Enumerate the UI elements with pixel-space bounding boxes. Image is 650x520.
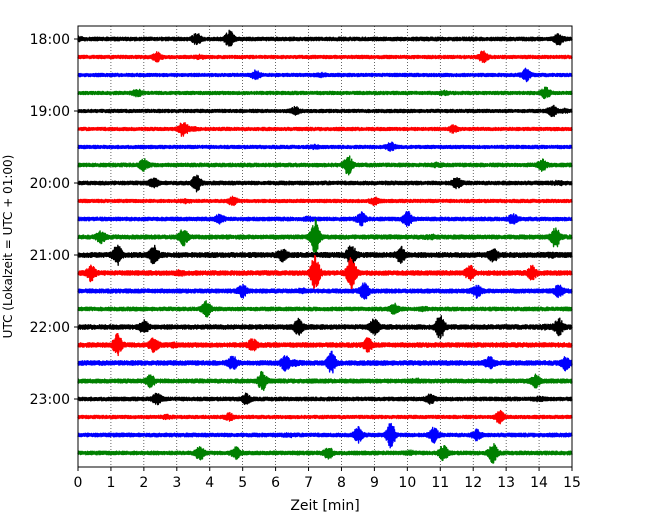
trace-1845 <box>77 86 573 100</box>
x-tick-label: 3 <box>172 475 181 491</box>
trace-2015 <box>77 195 573 207</box>
x-tick-label: 1 <box>106 475 115 491</box>
trace-2115 <box>77 254 573 291</box>
trace-1815 <box>77 50 573 64</box>
x-tick-label: 4 <box>205 475 214 491</box>
trace-2315 <box>77 409 573 425</box>
x-tick-label: 7 <box>304 475 313 491</box>
trace-2330 <box>77 422 573 449</box>
x-axis-label: Zeit [min] <box>290 498 359 514</box>
trace-2130 <box>77 282 573 300</box>
x-axis-ticks: 0 1 2 3 4 5 6 7 8 9 10 11 12 13 14 15 <box>74 467 581 491</box>
trace-2300 <box>77 392 573 406</box>
trace-2245 <box>77 370 573 392</box>
trace-2100 <box>77 244 573 266</box>
trace-2045 <box>77 218 573 254</box>
trace-1830 <box>77 67 573 83</box>
x-tick-label: 13 <box>497 475 515 491</box>
trace-1900 <box>77 104 573 118</box>
y-tick-label: 22:00 <box>30 320 70 336</box>
trace-1930 <box>77 141 573 152</box>
seismogram-traces <box>77 29 573 464</box>
y-axis-ticks: 18:00 19:00 20:00 21:00 22:00 23:00 <box>30 32 78 408</box>
trace-2000 <box>77 174 573 193</box>
x-tick-label: 6 <box>271 475 280 491</box>
x-tick-label: 8 <box>337 475 346 491</box>
x-tick-label: 0 <box>74 475 83 491</box>
y-tick-label: 18:00 <box>30 32 70 48</box>
y-tick-label: 20:00 <box>30 176 70 192</box>
x-tick-label: 12 <box>464 475 482 491</box>
x-tick-label: 15 <box>563 475 581 491</box>
x-tick-label: 14 <box>530 475 548 491</box>
y-axis-label: UTC (Lokalzeit = UTC + 01:00) <box>1 155 15 339</box>
x-tick-label: 11 <box>431 475 449 491</box>
trace-2345 <box>77 443 573 464</box>
y-tick-label: 23:00 <box>30 392 70 408</box>
trace-2145 <box>77 300 573 318</box>
plot-frame <box>77 25 573 468</box>
x-tick-label: 5 <box>238 475 247 491</box>
y-tick-label: 19:00 <box>30 104 70 120</box>
x-tick-label: 2 <box>139 475 148 491</box>
y-tick-label: 21:00 <box>30 248 70 264</box>
trace-2215 <box>77 332 573 357</box>
trace-1945 <box>77 155 573 176</box>
trace-2030 <box>77 210 573 227</box>
trace-2200 <box>77 315 573 340</box>
trace-1800 <box>77 29 573 47</box>
trace-2230 <box>77 350 573 374</box>
x-tick-label: 10 <box>398 475 416 491</box>
x-tick-label: 9 <box>370 475 379 491</box>
trace-1915 <box>77 122 573 137</box>
